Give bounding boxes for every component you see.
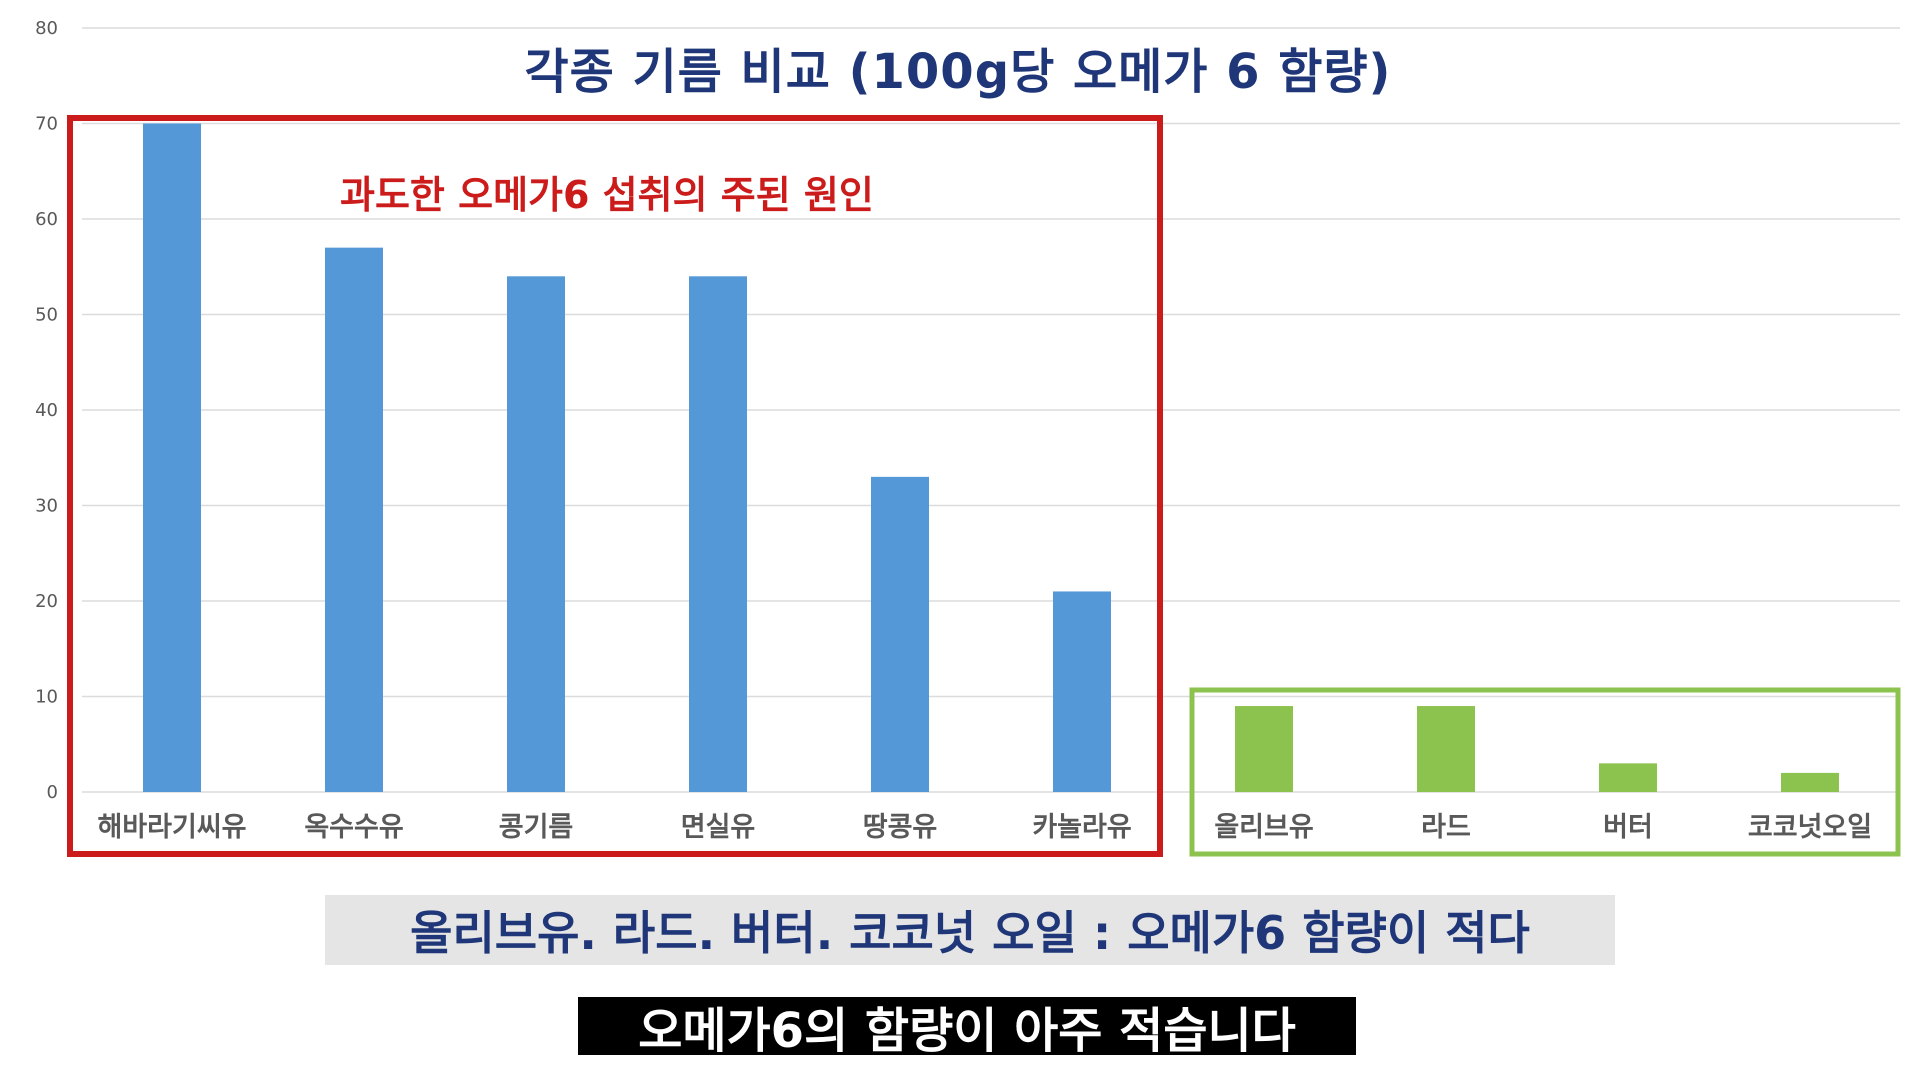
bar-1 [325,247,383,792]
y-tick-label: 40 [35,400,58,421]
x-tick-label: 코코넛오일 [1748,812,1872,843]
x-tick-label: 해바라기씨유 [97,812,246,843]
low-omega6-highlight-box [1189,687,1901,857]
high-group-annotation: 과도한 오메가6 섭취의 주된 원인 [340,173,874,217]
y-tick-label: 60 [35,209,58,230]
y-tick-label: 50 [35,305,58,326]
x-tick-label: 땅콩유 [863,812,938,843]
y-tick-label: 10 [35,687,58,708]
y-tick-label: 20 [35,591,58,612]
grid-layer [82,27,1900,793]
y-axis-ticks: 0 10 20 30 40 50 60 70 80 [35,18,58,803]
x-tick-label: 라드 [1421,812,1471,843]
bar-9 [1781,772,1839,792]
x-axis-labels: 해바라기씨유 옥수수유 콩기름 면실유 땅콩유 카놀라유 올리브유 라드 버터 코코넛오일 [97,812,1872,843]
y-tick-label: 70 [35,114,58,135]
x-tick-label: 옥수수유 [304,812,403,843]
x-tick-label: 콩기름 [499,812,574,843]
x-tick-label: 버터 [1603,812,1653,843]
x-tick-label: 올리브유 [1214,812,1313,843]
bar-4 [871,476,929,792]
chart-title: 각종 기름 비교 (100g당 오메가 6 함량) [524,44,1392,100]
y-tick-label: 30 [35,496,58,517]
bar-6 [1235,706,1293,792]
video-subtitle: 오메가6의 함량이 아주 적습니다 [578,997,1356,1059]
bar-layer [143,123,1839,792]
bar-7 [1417,706,1475,792]
y-tick-label: 0 [47,782,58,803]
bar-2 [507,276,565,792]
x-tick-label: 면실유 [681,812,756,843]
high-omega6-highlight-box [67,115,1163,857]
y-tick-label: 80 [35,18,58,39]
bar-0 [143,123,201,792]
x-tick-label: 카놀라유 [1032,812,1131,843]
bar-8 [1599,763,1657,792]
bar-5 [1053,591,1111,792]
summary-caption: 올리브유. 라드. 버터. 코코넛 오일 : 오메가6 함량이 적다 [325,895,1615,965]
bar-3 [689,276,747,792]
